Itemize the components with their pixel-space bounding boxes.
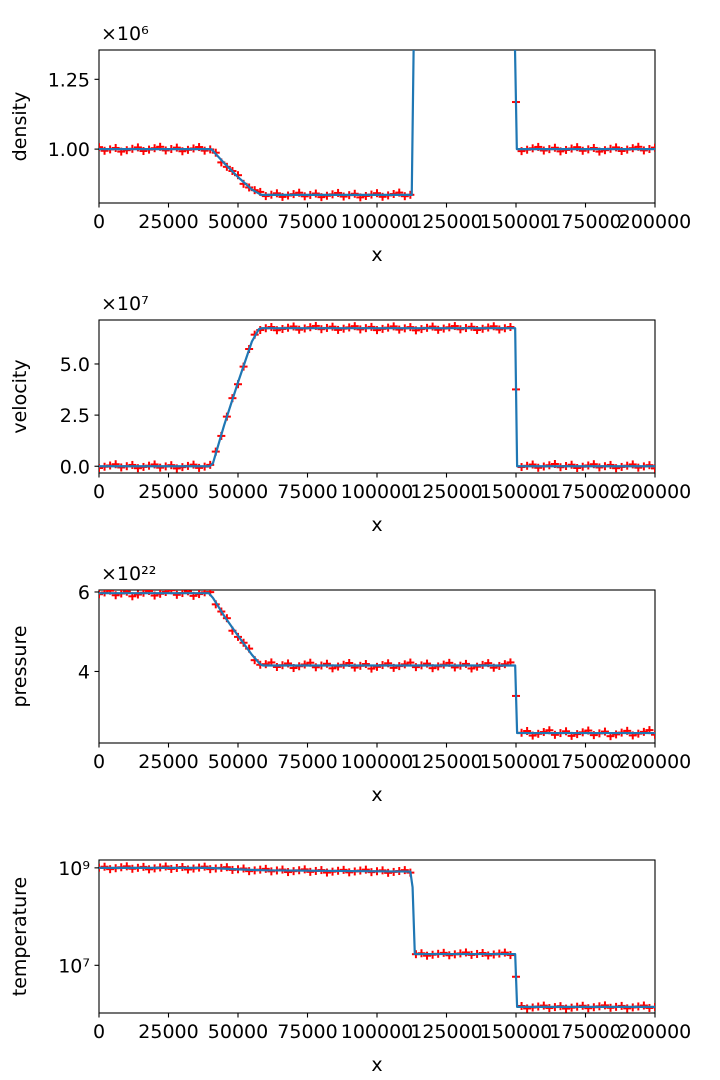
y-axis-label: density [9, 92, 31, 162]
x-axis-label: x [371, 514, 382, 536]
x-tick-label: 0 [93, 481, 105, 503]
x-tick-label: 200000 [619, 211, 692, 233]
y-tick-label: 0.0 [60, 456, 90, 478]
y-axis-label: temperature [9, 877, 31, 996]
x-tick-label: 50000 [208, 1021, 268, 1043]
x-tick-label: 150000 [480, 751, 553, 773]
x-tick-label: 100000 [341, 751, 414, 773]
y-axis-offset-text: ×10⁷ [101, 293, 149, 315]
x-tick-label: 0 [93, 211, 105, 233]
x-tick-label: 25000 [138, 481, 198, 503]
x-tick-label: 50000 [208, 751, 268, 773]
x-tick-label: 125000 [410, 1021, 483, 1043]
subplot-density: ×10⁶ 0 25000 50000 75000 100000 125000 150000 17… [0, 0, 720, 270]
x-tick-label: 125000 [410, 481, 483, 503]
x-tick-label: 25000 [138, 751, 198, 773]
x-tick-label: 100000 [341, 211, 414, 233]
x-tick-label: 200000 [619, 751, 692, 773]
series-line-exact [99, 592, 655, 735]
x-tick-label: 200000 [619, 1021, 692, 1043]
x-tick-label: 175000 [549, 211, 622, 233]
y-tick-label: 2.5 [60, 405, 90, 427]
y-tick-label: 5.0 [60, 354, 90, 376]
y-tick-label: 10⁷ [58, 955, 90, 977]
x-tick-label: 150000 [480, 1021, 553, 1043]
x-axis-label: x [371, 784, 382, 806]
subplot-pressure: ×10²² 0 25000 50000 75000 100000 125000 150000 1… [0, 540, 720, 810]
x-tick-label: 175000 [549, 1021, 622, 1043]
y-tick-label: 1.00 [48, 139, 90, 161]
series-markers-numerical [99, 321, 655, 473]
y-tick-label: 4 [78, 661, 90, 683]
x-tick-label: 75000 [277, 1021, 337, 1043]
y-axis-label: velocity [9, 359, 31, 433]
x-tick-label: 25000 [138, 211, 198, 233]
series-markers-numerical [99, 862, 655, 1013]
x-tick-label: 75000 [277, 481, 337, 503]
y-axis-label: pressure [9, 625, 31, 707]
x-tick-label: 100000 [341, 481, 414, 503]
series-line-exact [99, 866, 655, 1009]
series-line-exact [99, 327, 655, 468]
x-tick-label: 150000 [480, 481, 553, 503]
x-tick-label: 75000 [277, 211, 337, 233]
x-axis-label: x [371, 244, 382, 266]
x-tick-label: 125000 [410, 751, 483, 773]
axes-frame [98, 319, 656, 474]
y-tick-label: 10⁹ [58, 858, 90, 880]
x-tick-label: 0 [93, 1021, 105, 1043]
x-tick-label: 150000 [480, 211, 553, 233]
subplot-temperature: 0 25000 50000 75000 100000 125000 150000 175000… [0, 810, 720, 1080]
axes-frame [98, 49, 656, 204]
x-tick-label: 125000 [410, 211, 483, 233]
series-line-exact [99, 50, 655, 196]
x-tick-label: 175000 [549, 751, 622, 773]
x-tick-label: 0 [93, 751, 105, 773]
y-axis-offset-text: ×10²² [101, 563, 156, 585]
x-tick-label: 75000 [277, 751, 337, 773]
x-tick-label: 50000 [208, 211, 268, 233]
subplot-velocity: ×10⁷ 0 25000 50000 75000 100000 125000 150000 17… [0, 270, 720, 540]
x-tick-label: 25000 [138, 1021, 198, 1043]
y-tick-label: 1.25 [48, 69, 90, 91]
series-markers-numerical [99, 590, 655, 741]
y-axis-offset-text: ×10⁶ [101, 23, 149, 45]
x-axis-label: x [371, 1054, 382, 1076]
x-tick-label: 200000 [619, 481, 692, 503]
series-markers-numerical [99, 98, 655, 202]
x-tick-label: 100000 [341, 1021, 414, 1043]
x-tick-label: 50000 [208, 481, 268, 503]
x-tick-label: 175000 [549, 481, 622, 503]
axes-frame [98, 859, 656, 1014]
y-tick-label: 6 [78, 582, 90, 604]
